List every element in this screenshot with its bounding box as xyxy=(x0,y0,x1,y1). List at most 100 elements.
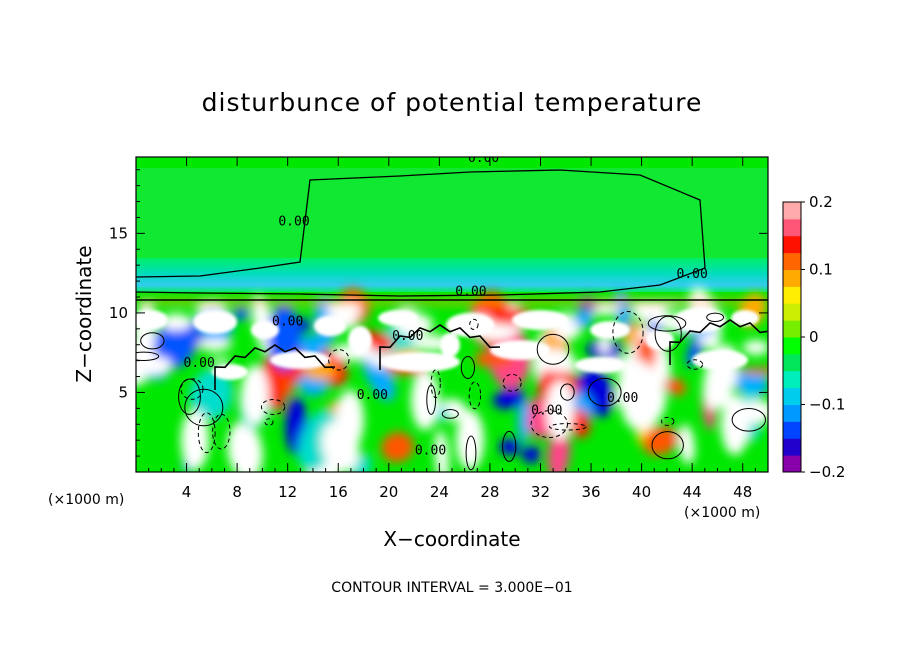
contour-loop xyxy=(661,416,675,426)
contour-label: 0.00 xyxy=(184,356,215,371)
field-blob xyxy=(181,410,209,470)
x-tick-label: 24 xyxy=(430,483,449,501)
colorbar-label: −0.2 xyxy=(809,463,845,481)
contour-loop xyxy=(140,332,165,350)
colorbar-swatch xyxy=(783,252,801,270)
colorbar-swatch xyxy=(783,269,801,287)
colorbar-swatch xyxy=(783,455,801,473)
x-tick-label: 44 xyxy=(683,483,702,501)
field-blob xyxy=(210,358,231,366)
field-blob xyxy=(733,367,768,397)
contour-loop xyxy=(530,410,568,439)
y-axis-label: Z−coordinate xyxy=(72,245,96,382)
colorbar-swatch xyxy=(783,320,801,338)
y-tick-label: 10 xyxy=(109,304,128,322)
x-tick-label: 28 xyxy=(480,483,499,501)
x-tick-label: 4 xyxy=(182,483,192,501)
colorbar-swatch xyxy=(783,218,801,237)
white-region xyxy=(193,310,237,334)
contour-loop xyxy=(560,383,575,401)
contour-label: 0.00 xyxy=(357,388,388,403)
white-region xyxy=(251,321,279,339)
white-region xyxy=(674,308,726,332)
white-region xyxy=(446,313,494,337)
field-blob xyxy=(642,426,679,456)
contour-loop xyxy=(686,359,704,370)
field-layer: 0.00 0.00 0.00 0.00 0.00 0.00 0.00 0.00 0.00 0.00… xyxy=(136,157,768,472)
contour-loop xyxy=(328,349,350,371)
white-region xyxy=(646,330,674,350)
contour-loop xyxy=(536,333,570,365)
contour-loop xyxy=(136,351,160,361)
white-region xyxy=(348,326,372,354)
field-blob xyxy=(547,424,571,472)
contour-loop xyxy=(469,318,479,330)
contour-loop xyxy=(465,435,477,471)
field-blob xyxy=(721,395,749,455)
white-region xyxy=(490,340,550,360)
contour-loop xyxy=(264,418,274,426)
contour-loop xyxy=(212,413,231,450)
plot-area: 0.00 0.00 0.00 0.00 0.00 0.00 0.00 0.00 0.00 0.00… xyxy=(109,156,845,501)
contour-loop xyxy=(706,312,724,322)
chart-title: disturbunce of potential temperature xyxy=(202,88,703,117)
white-region xyxy=(440,333,460,357)
colorbar-swatch xyxy=(783,202,801,220)
contour-label: 0.00 xyxy=(531,404,562,419)
white-region xyxy=(692,350,748,370)
white-region xyxy=(378,310,418,326)
field-blob xyxy=(411,370,439,430)
field-blob xyxy=(568,408,591,438)
contour-labels: 0.00 0.00 0.00 0.00 0.00 0.00 0.00 0.00 0.00 0.00… xyxy=(184,157,708,459)
y-axis-unit: (×1000 m) xyxy=(48,492,124,508)
y-tick-label: 15 xyxy=(109,224,128,242)
contour-label: 0.00 xyxy=(278,214,309,229)
contour-loop xyxy=(468,381,482,410)
contour-loop xyxy=(260,399,286,415)
colorbar-label: 0.1 xyxy=(809,261,833,279)
colorbar-swatch xyxy=(783,370,801,389)
colorbar-label: −0.1 xyxy=(809,396,845,414)
contour-ridge xyxy=(379,324,501,370)
colorbar-swatch xyxy=(783,235,801,254)
x-tick-label: 36 xyxy=(581,483,600,501)
white-region xyxy=(380,352,460,372)
white-regions xyxy=(136,308,759,380)
colorbar-swatch xyxy=(783,387,801,405)
contour-label: 0.00 xyxy=(392,329,423,344)
x-tick-label: 40 xyxy=(632,483,651,501)
field-blob xyxy=(160,313,192,331)
contour-loop xyxy=(502,373,522,392)
contour-ridge xyxy=(214,344,336,390)
contour-loop xyxy=(178,378,201,415)
contour-loop xyxy=(197,412,216,454)
y-tick-label: 5 xyxy=(118,383,128,401)
field-blob xyxy=(381,432,414,463)
contour-loop xyxy=(460,356,475,379)
contour-loop xyxy=(441,409,459,419)
white-region xyxy=(512,310,568,330)
colorbar-label: 0 xyxy=(809,328,819,346)
contour-loop xyxy=(612,311,644,354)
field-blob xyxy=(522,445,541,464)
field-blob xyxy=(241,365,269,425)
field-blob xyxy=(336,390,364,450)
field-blob xyxy=(492,388,526,410)
colorbar: 0.2 0.1 0 −0.1 −0.2 xyxy=(782,193,845,481)
field-blob xyxy=(678,424,695,465)
contour-loop xyxy=(647,315,687,332)
field-blob xyxy=(739,367,768,374)
field-blob xyxy=(626,360,654,420)
colorbar-swatch xyxy=(783,421,801,439)
contour-loop xyxy=(587,377,622,407)
white-region xyxy=(590,321,630,339)
field-blob xyxy=(742,340,768,356)
field-blob xyxy=(153,314,198,370)
contour-zero-upper xyxy=(136,169,706,297)
contour-loop xyxy=(184,388,224,427)
x-tick-label: 32 xyxy=(531,483,550,501)
colorbar-swatch xyxy=(783,438,801,456)
x-axis-unit: (×1000 m) xyxy=(684,505,760,521)
contour-label: 0.00 xyxy=(272,315,303,330)
